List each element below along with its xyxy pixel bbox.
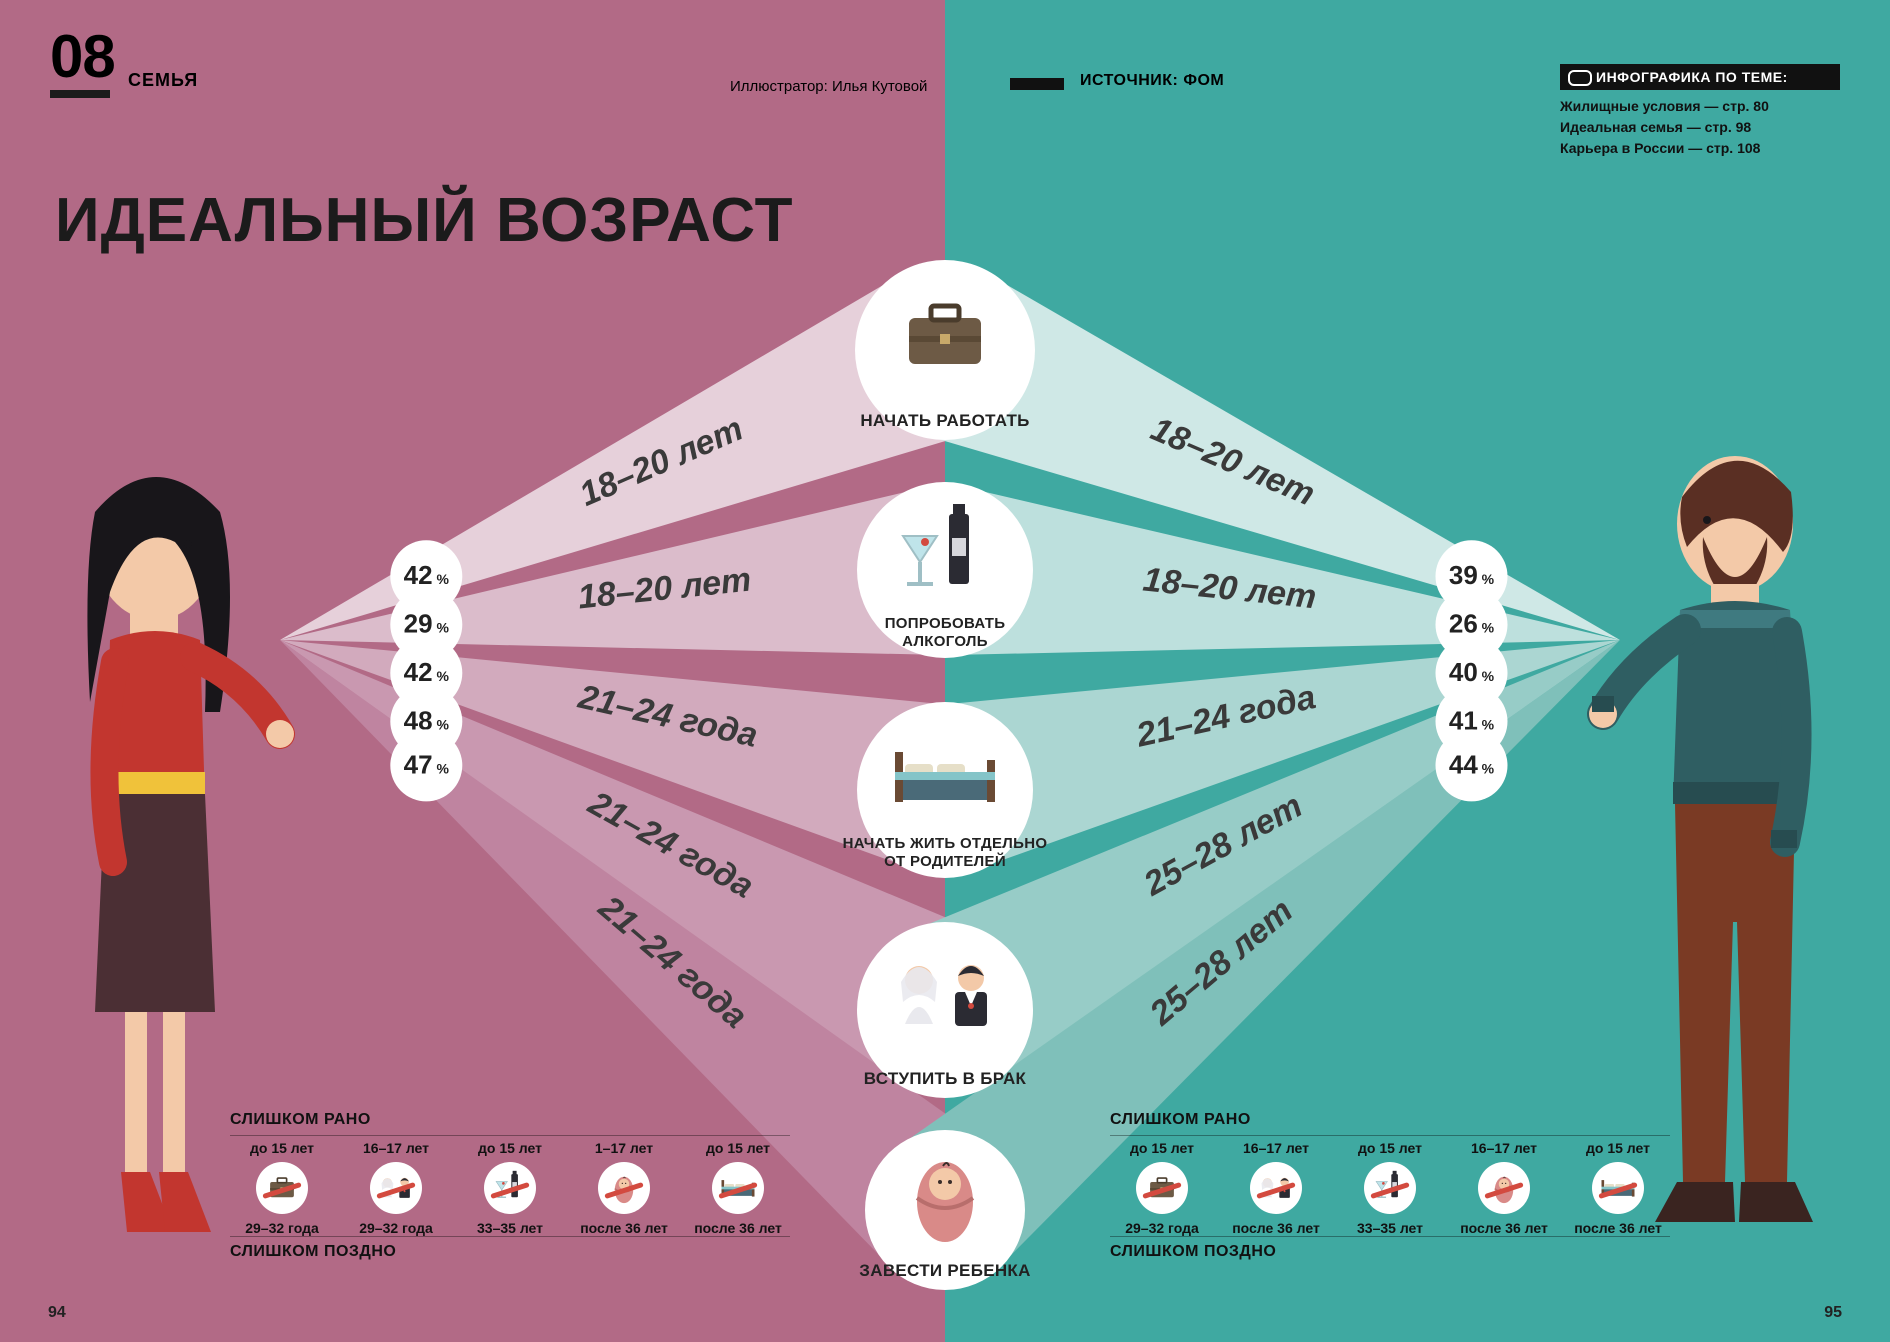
table-cell: 33–35 лет — [458, 1220, 562, 1236]
alcohol-crossed-icon — [1364, 1162, 1416, 1214]
table-icon-cell — [686, 1156, 790, 1220]
milestone-label: АЛКОГОЛЬ — [902, 633, 988, 650]
table-icon-cell — [572, 1156, 676, 1220]
table-cell: 16–17 лет — [1452, 1140, 1556, 1156]
table-rule — [230, 1135, 790, 1136]
table-icon-cell — [1110, 1156, 1214, 1220]
table-icon-cell — [344, 1156, 448, 1220]
table-icon-cell — [1224, 1156, 1328, 1220]
alcohol-crossed-icon — [484, 1162, 536, 1214]
milestone-label: НАЧАТЬ РАБОТАТЬ — [860, 411, 1029, 430]
briefcase-crossed-icon — [256, 1162, 308, 1214]
briefcase-crossed-icon — [1136, 1162, 1188, 1214]
table-icon-cell — [1338, 1156, 1442, 1220]
milestone-label: ПОПРОБОВАТЬ — [885, 615, 1006, 632]
table-cell: после 36 лет — [572, 1220, 676, 1236]
table-icon-cell — [458, 1156, 562, 1220]
table-late-title: СЛИШКОМ ПОЗДНО — [230, 1243, 790, 1261]
table-cell: до 15 лет — [458, 1140, 562, 1156]
table-cell: 1–17 лет — [572, 1140, 676, 1156]
table-late-title: СЛИШКОМ ПОЗДНО — [1110, 1243, 1670, 1261]
table-cell: после 36 лет — [1224, 1220, 1328, 1236]
milestone-label: НАЧАТЬ ЖИТЬ ОТДЕЛЬНО — [843, 835, 1048, 852]
table-icon-cell — [1566, 1156, 1670, 1220]
table-rule — [1110, 1135, 1670, 1136]
table-icon-cell — [1452, 1156, 1556, 1220]
table-cell: после 36 лет — [1566, 1220, 1670, 1236]
table-cell: 29–32 года — [1110, 1220, 1214, 1236]
wedding-crossed-icon — [1250, 1162, 1302, 1214]
table-cell: до 15 лет — [1566, 1140, 1670, 1156]
milestone-label: ЗАВЕСТИ РЕБЕНКА — [859, 1261, 1030, 1280]
table-cell: 29–32 года — [344, 1220, 448, 1236]
wedding-crossed-icon — [370, 1162, 422, 1214]
baby-icon — [917, 1162, 973, 1242]
folio-left: 94 — [48, 1304, 66, 1322]
table-cell: после 36 лет — [686, 1220, 790, 1236]
table-cell: до 15 лет — [686, 1140, 790, 1156]
baby-crossed-icon — [1478, 1162, 1530, 1214]
table-left: СЛИШКОМ РАНО до 15 лет 16–17 лет до 15 лет… — [230, 1111, 790, 1267]
table-cell: 33–35 лет — [1338, 1220, 1442, 1236]
table-cell: до 15 лет — [230, 1140, 334, 1156]
table-icon-cell — [230, 1156, 334, 1220]
table-cell: после 36 лет — [1452, 1220, 1556, 1236]
table-cell: до 15 лет — [1338, 1140, 1442, 1156]
table-right: СЛИШКОМ РАНО до 15 лет 16–17 лет до 15 лет… — [1110, 1111, 1670, 1267]
table-cell: 16–17 лет — [344, 1140, 448, 1156]
baby-crossed-icon — [598, 1162, 650, 1214]
milestone-label: ВСТУПИТЬ В БРАК — [864, 1069, 1027, 1088]
bed-crossed-icon — [712, 1162, 764, 1214]
table-rule — [1110, 1236, 1670, 1237]
table-early-title: СЛИШКОМ РАНО — [230, 1111, 790, 1129]
folio-right: 95 — [1824, 1304, 1842, 1322]
bed-crossed-icon — [1592, 1162, 1644, 1214]
table-rule — [230, 1236, 790, 1237]
table-early-title: СЛИШКОМ РАНО — [1110, 1111, 1670, 1129]
table-cell: 16–17 лет — [1224, 1140, 1328, 1156]
milestone-label: ОТ РОДИТЕЛЕЙ — [884, 852, 1006, 870]
table-cell: 29–32 года — [230, 1220, 334, 1236]
table-cell: до 15 лет — [1110, 1140, 1214, 1156]
